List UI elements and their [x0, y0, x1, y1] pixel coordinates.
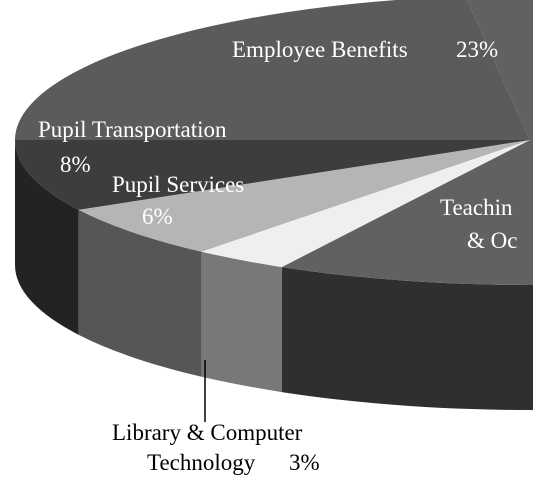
pie [15, 0, 533, 410]
slice-label: Library & Computer Technology [112, 420, 308, 475]
slice-label: Teachin & Oc [440, 195, 518, 253]
label-line: Library & Computer [112, 420, 308, 445]
value-label: 8% [60, 152, 91, 177]
slice-side [281, 267, 533, 410]
slice [15, 140, 530, 210]
slice [78, 140, 530, 252]
label-line: Employee Benefits [232, 37, 408, 62]
label-line: Teachin [440, 195, 518, 220]
label-line: & Oc [467, 228, 517, 253]
value-label: 6% [142, 204, 173, 229]
label-line: Technology [147, 450, 256, 475]
slice [15, 0, 530, 140]
slice-label: Pupil Services [112, 172, 244, 197]
slice-side [15, 140, 79, 335]
value-label: 3% [289, 450, 320, 475]
slice [201, 140, 531, 268]
value-label: 23% [456, 37, 498, 62]
label-line: Pupil Transportation [38, 117, 227, 142]
slice-side [78, 209, 202, 377]
label-line: Pupil Services [112, 172, 244, 197]
slice-side [201, 251, 282, 393]
slice-label: Pupil Transportation [38, 117, 227, 142]
slice-label: Employee Benefits [232, 37, 408, 62]
slice [281, 0, 533, 285]
